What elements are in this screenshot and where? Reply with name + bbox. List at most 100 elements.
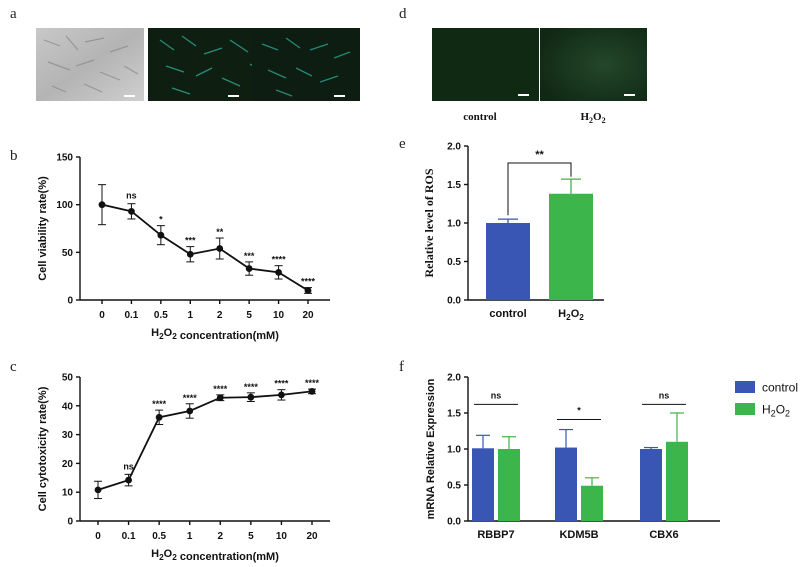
x-tick-label: 0: [99, 310, 105, 321]
significance-label: ****: [244, 382, 259, 392]
chart-f-mrna-expression: 0.0 0.5 1.0 1.5 2.0 RBBP7 ns KDM5B * CBX6 ns mRNA R…: [425, 373, 798, 542]
panel-label-d: d: [399, 6, 407, 22]
significance-label: ***: [244, 251, 255, 261]
y-tick-label: 2.0: [447, 373, 461, 384]
significance-label: ****: [152, 399, 167, 409]
bar-rbbp7-h2o2: [498, 449, 520, 521]
data-point: [186, 250, 194, 258]
data-point: [275, 268, 282, 276]
y-tick-label: 10: [62, 488, 74, 499]
x-tick-label: 2: [217, 310, 223, 321]
data-point: [128, 207, 135, 215]
bar-cbx6-h2o2: [666, 441, 688, 521]
micrograph-label-h2o2: H2O2: [580, 111, 605, 125]
x-tick-label: H2O2: [558, 308, 584, 322]
x-tick-label: 0.5: [154, 310, 168, 321]
bar-cbx6-control: [640, 449, 662, 521]
significance-label: **: [216, 227, 224, 237]
data-point: [245, 265, 253, 272]
significance-label: **: [535, 149, 544, 161]
x-tick-label: 1: [188, 310, 194, 321]
significance-label: *: [159, 215, 163, 225]
x-tick-label: KDM5B: [559, 529, 598, 541]
series-line: [97, 390, 313, 491]
y-tick-label: 0.5: [447, 257, 461, 268]
data-point: [155, 413, 163, 421]
legend-swatch-h2o2: [735, 403, 755, 415]
x-tick-label: 5: [246, 310, 252, 321]
significance-label: ns: [123, 461, 134, 471]
chart-c-cell-cytotoxicity: 0 10 20 30 40 50 0 0.1 0.5 1 2 5 10 20 ns **** **** **** *…: [37, 373, 330, 563]
significance-label: ****: [274, 379, 289, 389]
significance-label: *: [577, 405, 581, 415]
x-tick-label: 0: [95, 531, 101, 542]
bar-rbbp7-control: [472, 448, 494, 521]
y-tick-label: 1.5: [447, 180, 461, 191]
significance-label: ***: [185, 236, 196, 246]
y-tick-label: 0.0: [447, 296, 461, 307]
data-point: [278, 391, 285, 399]
x-tick-label: RBBP7: [477, 529, 514, 541]
micrograph-ros-h2o2: [540, 28, 647, 101]
x-tick-label: 5: [248, 531, 254, 542]
x-tick-label: 0.1: [122, 531, 136, 542]
x-tick-label: 10: [273, 310, 285, 321]
data-point: [216, 245, 224, 252]
x-tick-label: 20: [306, 531, 318, 542]
bar-h2o2: [549, 193, 593, 300]
micrograph-ros-control: [432, 28, 539, 101]
data-point: [216, 394, 224, 402]
y-tick-label: 50: [62, 248, 74, 259]
y-tick-label: 40: [62, 401, 74, 412]
x-tick-label: 0.5: [152, 531, 166, 542]
panel-label-c: c: [10, 359, 17, 375]
bar-control: [486, 223, 530, 300]
y-tick-label: 100: [56, 200, 73, 211]
y-tick-label: 0: [67, 517, 73, 528]
micrograph-fluorescence-2: [252, 28, 360, 101]
micrograph-fluorescence-1: [148, 28, 270, 101]
bar-kdm5b-h2o2: [581, 485, 603, 521]
data-point: [304, 287, 312, 294]
x-tick-label: 10: [276, 531, 288, 542]
y-axis-label: mRNA Relative Expression: [425, 378, 437, 519]
significance-bracket: [507, 162, 572, 216]
y-tick-label: 1.0: [447, 219, 461, 230]
micrograph-brightfield: [36, 28, 144, 101]
x-tick-label: 1: [187, 531, 193, 542]
y-axis-label: Relative level of ROS: [422, 168, 436, 277]
data-point: [247, 393, 255, 401]
significance-label: ****: [305, 378, 320, 388]
x-tick-label: control: [489, 308, 526, 320]
data-point: [157, 231, 165, 239]
y-tick-label: 1.5: [447, 409, 461, 420]
y-tick-label: 20: [62, 459, 74, 470]
panel-label-a: a: [10, 6, 17, 22]
legend-swatch-control: [735, 381, 755, 393]
significance-label: ****: [301, 277, 316, 287]
y-tick-label: 0: [67, 296, 73, 307]
data-point: [94, 486, 102, 494]
micrograph-label-control: control: [463, 111, 496, 123]
legend-label-h2o2: H2O2: [762, 403, 790, 419]
legend-label-control: control: [762, 381, 798, 395]
y-tick-label: 0.0: [447, 517, 461, 528]
y-tick-label: 50: [62, 373, 74, 384]
y-tick-label: 30: [62, 430, 74, 441]
bar-kdm5b-control: [555, 447, 577, 521]
y-tick-label: 1.0: [447, 445, 461, 456]
significance-label: ns: [491, 390, 502, 400]
x-tick-label: 2: [218, 531, 224, 542]
panel-label-b: b: [10, 148, 18, 164]
data-point: [98, 201, 106, 209]
significance-label: ****: [183, 393, 198, 403]
y-axis-label: Cell cytotoxicity rate(%): [37, 386, 49, 511]
panel-label-f: f: [399, 359, 404, 375]
significance-label: ****: [272, 255, 287, 265]
x-tick-label: 20: [302, 310, 314, 321]
significance-label: ****: [213, 384, 228, 394]
y-tick-label: 2.0: [447, 142, 461, 153]
x-tick-label: 0.1: [124, 310, 138, 321]
